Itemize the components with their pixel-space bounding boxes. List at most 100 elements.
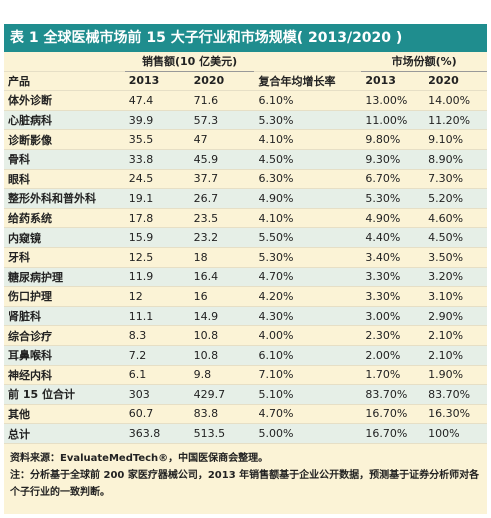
row-label: 糖尿病护理 [4,267,125,288]
table-body: 销售额(10 亿美元) 市场份额(%) 产品 2013 2020 复合年均增长率 201… [4,52,487,444]
cell: 7.10% [254,365,362,386]
cell: 47.4 [124,90,190,111]
column-header: 2020 [189,71,255,92]
cell: 11.1 [124,306,190,327]
column-header: 复合年均增长率 [254,71,362,92]
cell: 13.00% [361,90,425,111]
cell: 6.30% [254,169,362,190]
cell: 12.5 [124,247,190,268]
cell: 6.10% [254,345,362,366]
cell: 4.50% [424,227,487,248]
column-header: 产品 [4,71,125,92]
row-label: 整形外科和普外科 [4,188,125,209]
title: 表 1 全球医械市场前 15 大子行业和市场规模( 2013/2020 ) [4,24,487,52]
cell: 24.5 [124,169,190,190]
table-card: 表 1 全球医械市场前 15 大子行业和市场规模( 2013/2020 ) 销售… [4,24,487,514]
column-header: 2020 [424,71,487,92]
cell: 16.70% [361,404,425,425]
cell: 9.10% [424,129,487,150]
cell: 18 [189,247,255,268]
cell: 9.30% [361,149,425,170]
row-label: 其他 [4,404,125,425]
cell: 23.5 [189,208,255,229]
cell: 5.20% [424,188,487,209]
cell: 37.7 [189,169,255,190]
table-row: 其他 60.7 83.8 4.70% 16.70% 16.30% [4,404,487,425]
cell: 4.90% [361,208,425,229]
table-row: 整形外科和普外科 19.1 26.7 4.90% 5.30% 5.20% [4,188,487,209]
cell: 45.9 [189,149,255,170]
cell: 1.70% [361,365,425,386]
cell: 2.30% [361,325,425,346]
cell: 5.30% [254,247,362,268]
cell: 16.70% [361,423,425,444]
cell: 100% [424,423,487,444]
cell: 5.00% [254,423,362,444]
cell: 16.30% [424,404,487,425]
note: 资料来源：EvaluateMedTech®，中国医保商会整理。 [10,452,269,464]
cell: 23.2 [189,227,255,248]
note: 注：分析基于全球前 200 家医疗器械公司，2013 年销售额基于企业公开数据，… [10,469,480,498]
cell: 3.00% [361,306,425,327]
cell: 26.7 [189,188,255,209]
cell: 11.9 [124,267,190,288]
cell: 3.40% [361,247,425,268]
row-label: 内窥镜 [4,227,125,248]
table-row: 神经内科 6.1 9.8 7.10% 1.70% 1.90% [4,365,487,386]
cell: 4.30% [254,306,362,327]
cell: 16 [189,286,255,307]
row-label: 诊断影像 [4,129,125,150]
cell: 10.8 [189,325,255,346]
cell: 363.8 [124,423,190,444]
table-row: 眼科 24.5 37.7 6.30% 6.70% 7.30% [4,169,487,190]
table-row: 总计 363.8 513.5 5.00% 16.70% 100% [4,423,487,444]
table-row: 综合诊疗 8.3 10.8 4.00% 2.30% 2.10% [4,325,487,346]
cell: 7.30% [424,169,487,190]
table-row: 心脏病科 39.9 57.3 5.30% 11.00% 11.20% [4,110,487,131]
empty-cell [254,52,362,72]
row-label: 眼科 [4,169,125,190]
cell: 33.8 [124,149,190,170]
table-row: 给药系统 17.8 23.5 4.10% 4.90% 4.60% [4,208,487,229]
table: 销售额(10 亿美元) 市场份额(%) 产品 2013 2020 复合年均增长率 201… [4,52,487,444]
cell: 60.7 [124,404,190,425]
column-header: 2013 [361,71,425,92]
cell: 4.60% [424,208,487,229]
cell: 4.20% [254,286,362,307]
cell: 19.1 [124,188,190,209]
row-label: 神经内科 [4,365,125,386]
cell: 16.4 [189,267,255,288]
cell: 7.2 [124,345,190,366]
group-header: 销售额(10 亿美元) [124,52,255,72]
cell: 12 [124,286,190,307]
cell: 9.80% [361,129,425,150]
empty-cell [4,52,125,72]
table-row: 肾脏科 11.1 14.9 4.30% 3.00% 2.90% [4,306,487,327]
row-label: 给药系统 [4,208,125,229]
table-row: 诊断影像 35.5 47 4.10% 9.80% 9.10% [4,129,487,150]
cell: 2.90% [424,306,487,327]
cell: 303 [124,384,190,405]
cell: 5.30% [361,188,425,209]
table-row: 前 15 位合计 303 429.7 5.10% 83.70% 83.70% [4,384,487,405]
cell: 8.90% [424,149,487,170]
cell: 6.1 [124,365,190,386]
table-row: 骨科 33.8 45.9 4.50% 9.30% 8.90% [4,149,487,170]
cell: 5.30% [254,110,362,131]
cell: 14.00% [424,90,487,111]
cell: 6.70% [361,169,425,190]
table-row: 体外诊断 47.4 71.6 6.10% 13.00% 14.00% [4,90,487,111]
table-row: 牙科 12.5 18 5.30% 3.40% 3.50% [4,247,487,268]
cell: 429.7 [189,384,255,405]
cell: 2.10% [424,345,487,366]
cell: 2.10% [424,325,487,346]
row-label: 体外诊断 [4,90,125,111]
notes: 资料来源：EvaluateMedTech®，中国医保商会整理。注：分析基于全球前… [4,444,487,501]
cell: 1.90% [424,365,487,386]
cell: 4.70% [254,267,362,288]
cell: 35.5 [124,129,190,150]
cell: 4.10% [254,208,362,229]
row-label: 牙科 [4,247,125,268]
row-label: 骨科 [4,149,125,170]
cell: 3.30% [361,267,425,288]
